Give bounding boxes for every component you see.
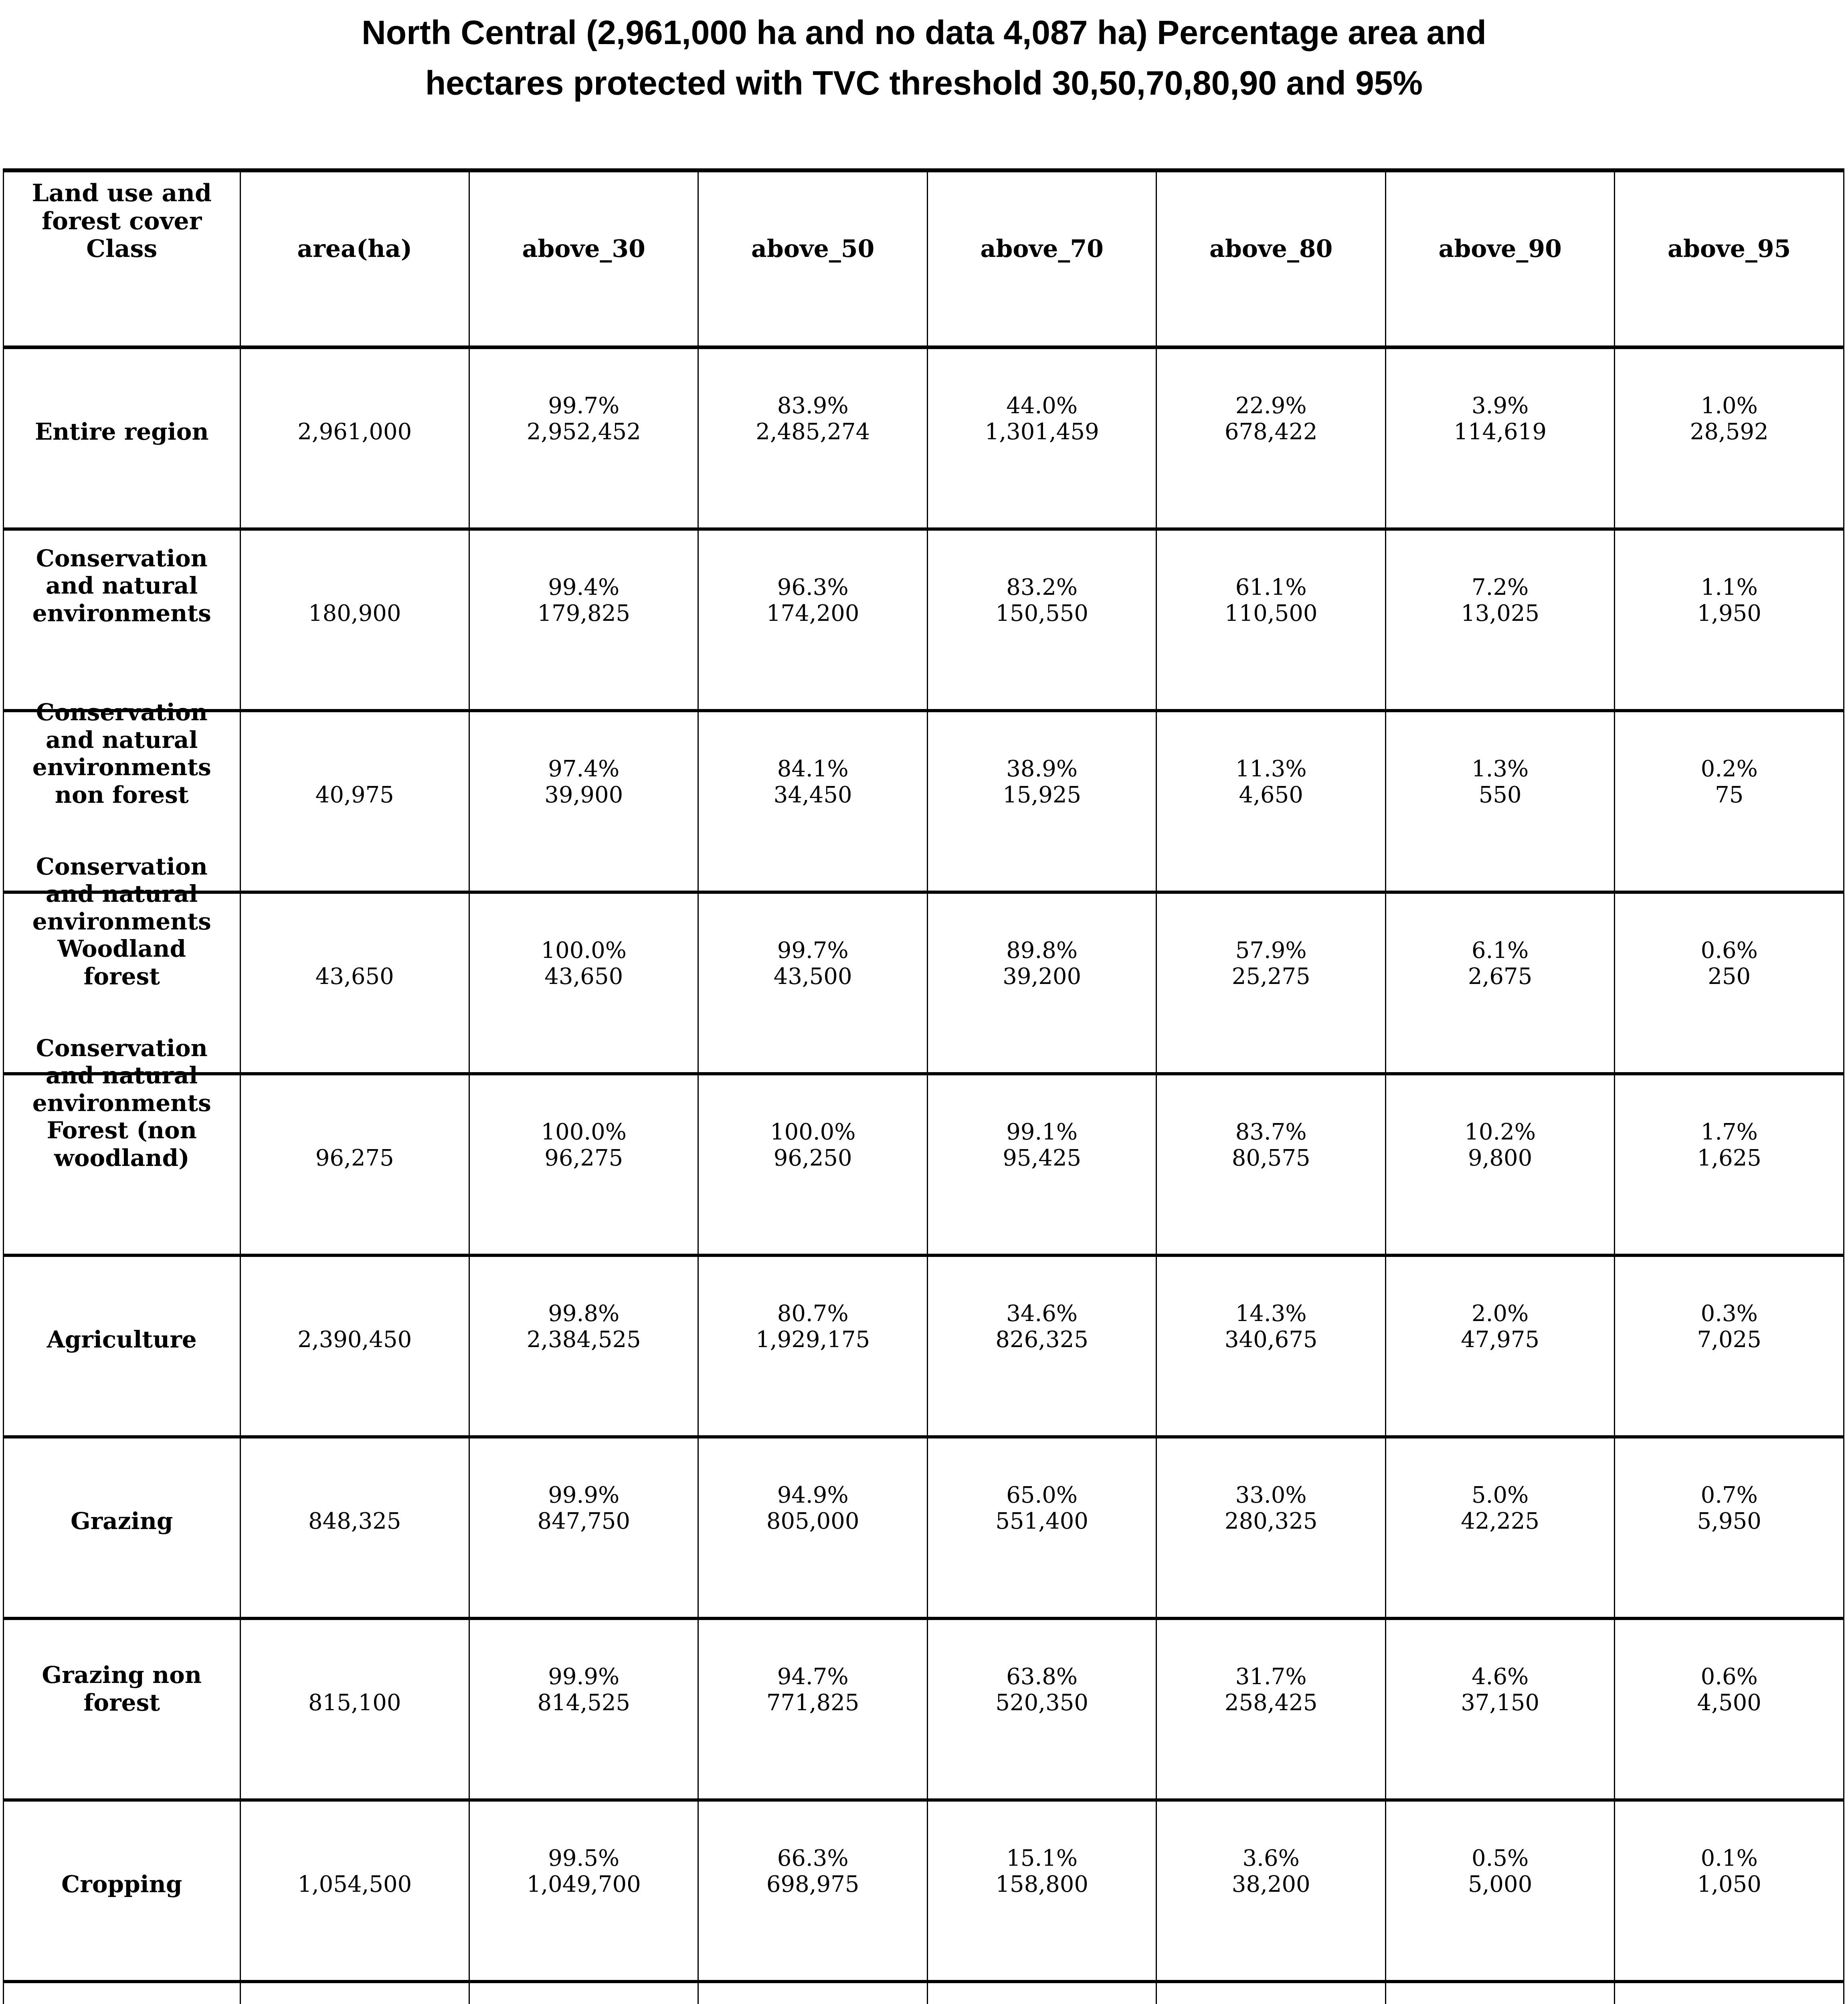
tvc-threshold-table: Land use and forest cover Class area(ha)… bbox=[3, 168, 1844, 2004]
page-title: North Central (2,961,000 ha and no data … bbox=[0, 7, 1848, 108]
cell-above-90: 1.3% 550 bbox=[1472, 756, 1529, 808]
cell-above-70: 44.0% 1,301,459 bbox=[985, 393, 1099, 445]
cell-above-95: 1.0% 28,592 bbox=[1690, 393, 1769, 445]
cell-above-70: 38.9% 15,925 bbox=[1003, 756, 1082, 808]
title-line-2: hectares protected with TVC threshold 30… bbox=[425, 64, 1423, 102]
table-row: Grazing non forest 815,100 99.9% 814,525 … bbox=[3, 1618, 1844, 1802]
cell-above-50: 99.7% 43,500 bbox=[773, 937, 852, 990]
row-label: Entire region bbox=[34, 418, 209, 445]
area-value: 815,100 bbox=[308, 1690, 401, 1716]
cell-above-90: 7.2% 13,025 bbox=[1461, 574, 1540, 627]
area-value: 2,390,450 bbox=[297, 1327, 412, 1353]
row-label: Grazing non forest bbox=[42, 1661, 202, 1716]
cell-above-70: 34.6% 826,325 bbox=[995, 1301, 1088, 1353]
cell-above-50: 100.0% 96,250 bbox=[770, 1119, 856, 1172]
row-label: Grazing bbox=[71, 1507, 173, 1535]
row-label: Conservation and natural environments Fo… bbox=[32, 1034, 211, 1172]
cell-above-95: 0.1% 1,050 bbox=[1697, 1845, 1761, 1898]
table-row: Conservation and natural environments 18… bbox=[3, 529, 1844, 712]
cell-above-50: 94.9% 805,000 bbox=[766, 1482, 859, 1535]
cell-above-30: 99.8% 2,384,525 bbox=[526, 1301, 641, 1353]
cell-above-50: 80.7% 1,929,175 bbox=[756, 1301, 870, 1353]
area-value: 2,961,000 bbox=[297, 419, 412, 445]
table-row: Grazing 848,325 99.9% 847,750 94.9% 805,00… bbox=[3, 1437, 1844, 1620]
row-label: Conservation and natural environments no… bbox=[32, 699, 211, 808]
cell-above-50: 66.3% 698,975 bbox=[766, 1845, 859, 1898]
row-label: Conservation and natural environments Wo… bbox=[32, 853, 211, 990]
cell-above-70: 89.8% 39,200 bbox=[1003, 937, 1082, 990]
table-row: Cropping 1,054,500 99.5% 1,049,700 66.3% 6… bbox=[3, 1800, 1844, 1983]
cell-above-50: 83.9% 2,485,274 bbox=[756, 393, 870, 445]
col-header-above-80: above_80 bbox=[1156, 170, 1386, 349]
area-value: 848,325 bbox=[308, 1508, 401, 1535]
cell-above-70: 99.1% 95,425 bbox=[1003, 1119, 1082, 1172]
col-header-above-95: above_95 bbox=[1614, 170, 1844, 349]
cell-above-80: 83.7% 80,575 bbox=[1231, 1119, 1310, 1172]
col-header-class: Land use and forest cover Class bbox=[3, 170, 240, 349]
col-header-above-90: above_90 bbox=[1385, 170, 1615, 349]
cell-above-70: 63.8% 520,350 bbox=[995, 1664, 1088, 1716]
cell-above-80: 57.9% 25,275 bbox=[1231, 937, 1310, 990]
area-value: 96,275 bbox=[315, 1145, 394, 1172]
col-header-above-30: above_30 bbox=[468, 170, 698, 349]
cell-above-95: 1.1% 1,950 bbox=[1697, 574, 1761, 627]
cell-above-95: 0.2% 75 bbox=[1700, 756, 1758, 808]
cell-above-30: 99.9% 847,750 bbox=[537, 1482, 631, 1535]
cell-above-80: 31.7% 258,425 bbox=[1224, 1664, 1318, 1716]
cell-above-70: 65.0% 551,400 bbox=[995, 1482, 1088, 1535]
cell-above-95: 0.3% 7,025 bbox=[1697, 1301, 1761, 1353]
table-row: Conservation and natural environments Fo… bbox=[3, 1034, 1844, 1257]
col-header-area: area(ha) bbox=[239, 170, 469, 349]
cell-above-70: 83.2% 150,550 bbox=[995, 574, 1088, 627]
area-value: 180,900 bbox=[308, 600, 401, 627]
cell-above-90: 6.1% 2,675 bbox=[1468, 937, 1533, 990]
cell-above-30: 99.4% 179,825 bbox=[537, 574, 631, 627]
cell-above-80: 61.1% 110,500 bbox=[1224, 574, 1318, 627]
area-value: 40,975 bbox=[315, 782, 394, 808]
area-value: 43,650 bbox=[315, 964, 394, 990]
table-row: Agriculture 2,390,450 99.8% 2,384,525 80.… bbox=[3, 1255, 1844, 1438]
table-row: Entire region 2,961,000 99.7% 2,952,452 8… bbox=[3, 347, 1844, 531]
cell-above-30: 99.9% 814,525 bbox=[537, 1664, 631, 1716]
cell-above-30: 99.5% 1,049,700 bbox=[526, 1845, 641, 1898]
cell-above-90: 10.2% 9,800 bbox=[1464, 1119, 1536, 1172]
cell-above-30: 97.4% 39,900 bbox=[544, 756, 623, 808]
cell-above-90: 4.6% 37,150 bbox=[1461, 1664, 1540, 1716]
cell-above-95: 0.6% 4,500 bbox=[1697, 1664, 1761, 1716]
cell-above-80: 11.3% 4,650 bbox=[1235, 756, 1307, 808]
header-row: Land use and forest cover Class area(ha)… bbox=[3, 170, 1844, 349]
cell-above-80: 33.0% 280,325 bbox=[1224, 1482, 1318, 1535]
col-header-above-50: above_50 bbox=[698, 170, 928, 349]
title-line-1: North Central (2,961,000 ha and no data … bbox=[362, 14, 1486, 51]
row-label: Agriculture bbox=[47, 1325, 197, 1353]
table-row: Conservation and natural environments Wo… bbox=[3, 853, 1844, 1075]
cell-above-70: 15.1% 158,800 bbox=[995, 1845, 1088, 1898]
cell-above-30: 100.0% 96,275 bbox=[541, 1119, 627, 1172]
cell-above-95: 0.6% 250 bbox=[1700, 937, 1758, 990]
cell-above-30: 100.0% 43,650 bbox=[541, 937, 627, 990]
area-value: 1,054,500 bbox=[297, 1871, 412, 1898]
cell-above-80: 14.3% 340,675 bbox=[1224, 1301, 1318, 1353]
row-label: Cropping bbox=[61, 1870, 182, 1898]
table-row: Conservation and natural environments no… bbox=[3, 699, 1844, 894]
cell-above-50: 94.7% 771,825 bbox=[766, 1664, 859, 1716]
cell-above-80: 3.6% 38,200 bbox=[1231, 1845, 1310, 1898]
cell-above-90: 2.0% 47,975 bbox=[1461, 1301, 1540, 1353]
table-row: Irrigation 476,575 99.9%476,025 86.9%414… bbox=[3, 1982, 1844, 2004]
cell-above-50: 96.3% 174,200 bbox=[766, 574, 859, 627]
cell-above-90: 3.9% 114,619 bbox=[1454, 393, 1547, 445]
cell-above-80: 22.9% 678,422 bbox=[1224, 393, 1318, 445]
cell-above-90: 0.5% 5,000 bbox=[1468, 1845, 1533, 1898]
col-header-above-70: above_70 bbox=[926, 170, 1157, 349]
cell-above-50: 84.1% 34,450 bbox=[773, 756, 852, 808]
cell-above-90: 5.0% 42,225 bbox=[1461, 1482, 1540, 1535]
row-label: Conservation and natural environments bbox=[32, 544, 211, 627]
cell-above-95: 1.7% 1,625 bbox=[1697, 1119, 1761, 1172]
cell-above-95: 0.7% 5,950 bbox=[1697, 1482, 1761, 1535]
cell-above-30: 99.7% 2,952,452 bbox=[526, 393, 641, 445]
